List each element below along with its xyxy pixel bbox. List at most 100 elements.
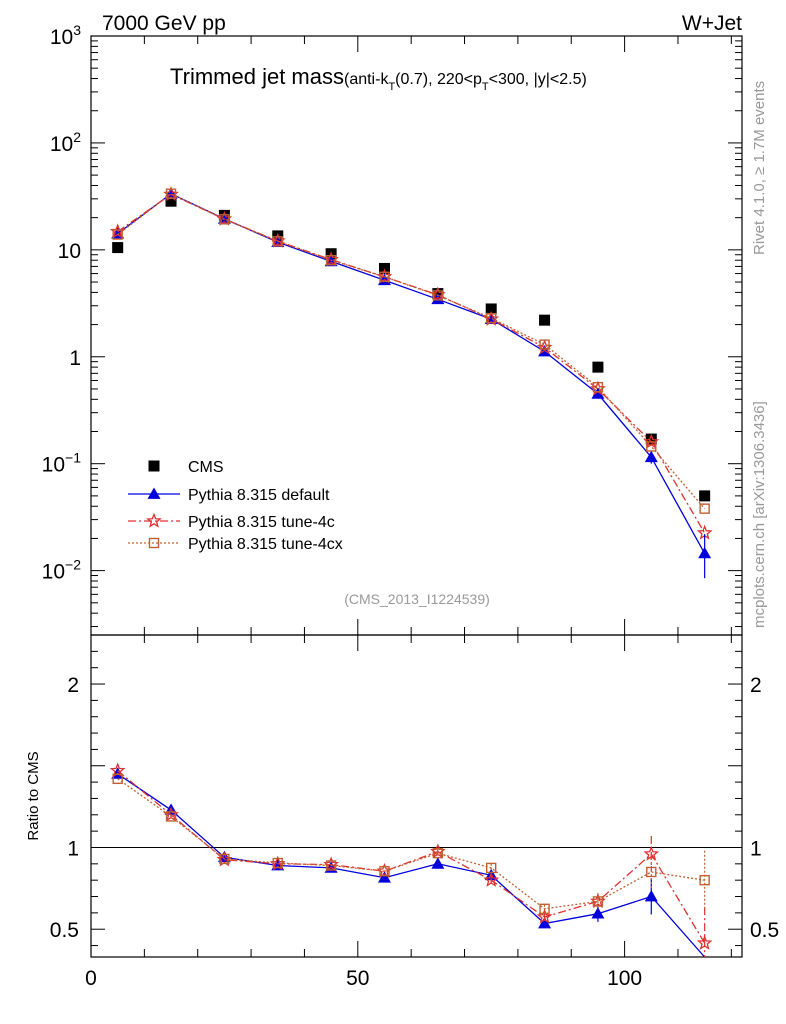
ratio-point-3 — [325, 860, 337, 871]
data-point-0 — [645, 433, 657, 445]
ratio-tick-label-left: 0.5 — [50, 919, 79, 942]
legend-label-default: Pythia 8.315 default — [188, 487, 330, 504]
legend: CMS Pythia 8.315 default Pythia 8.315 tu… — [128, 459, 343, 553]
ratio-tick-label-left: 2 — [67, 674, 79, 697]
ratio-ylabel: Ratio to CMS — [25, 751, 42, 840]
title-detail-1: (anti-k — [344, 71, 389, 88]
x-axis: 0 50 100 — [85, 36, 732, 990]
chart-title: Trimmed jet mass(anti-kT(0.7), 220<pT<30… — [170, 64, 587, 93]
legend-marker-cms — [148, 460, 160, 472]
ratio-tick-label-left: 1 — [67, 837, 79, 860]
x-tick-label: 50 — [346, 967, 369, 990]
data-point-3 — [165, 188, 177, 199]
legend-label-cms: CMS — [188, 459, 224, 476]
ratio-point-3 — [165, 811, 177, 822]
ratio-point-2 — [109, 762, 126, 778]
data-point-3 — [699, 503, 710, 514]
ratio-point-2 — [536, 908, 553, 924]
series-line-2 — [117, 193, 706, 534]
title-detail-5: <300, |y|<2.5) — [489, 71, 587, 88]
data-point-3 — [272, 236, 283, 247]
legend-marker-1 — [147, 487, 161, 499]
analysis-id: (CMS_2013_I1224539) — [344, 591, 490, 607]
ratio-point-3 — [272, 857, 283, 869]
ratio-line-1 — [117, 773, 706, 958]
side-label-bottom: mcplots.cern.ch [arXiv:1306.3436] — [751, 401, 768, 628]
y-tick-label-exp: 2 — [73, 129, 81, 145]
ratio-y-axis: 0.5 0.5 1 1 2 2 — [50, 634, 779, 947]
y-tick-label-base: 10 — [58, 240, 81, 263]
legend-marker-3 — [148, 537, 160, 549]
data-point-0 — [539, 314, 551, 326]
y-tick-label: 102 — [50, 129, 81, 156]
ratio-point-2 — [483, 871, 500, 887]
title-detail-3: (0.7), 220<p — [395, 71, 482, 88]
y-tick-label: 10 — [58, 240, 81, 263]
ratio-series — [109, 762, 713, 958]
data-point-1 — [431, 292, 445, 305]
ratio-point-2 — [643, 845, 660, 861]
ratio-point-1 — [538, 916, 552, 929]
data-point-3 — [486, 312, 497, 324]
y-tick-label-base: 10 — [42, 454, 65, 477]
ratio-point-2 — [696, 934, 713, 950]
data-point-0 — [165, 195, 177, 207]
ratio-point-3 — [379, 865, 390, 877]
ratio-tick-label-right: 1 — [750, 837, 762, 860]
y-tick-label-base: 10 — [42, 561, 65, 584]
ratio-point-3 — [539, 903, 550, 914]
data-point-3 — [325, 255, 337, 266]
y-tick-label: 1 — [69, 347, 81, 370]
data-point-3 — [112, 229, 123, 240]
data-point-0 — [592, 361, 604, 373]
ratio-point-3 — [592, 896, 604, 907]
y-tick-label-base: 10 — [50, 26, 73, 49]
ratio-point-3 — [432, 848, 444, 859]
data-point-3 — [539, 339, 550, 350]
y-tick-label: 103 — [50, 22, 81, 49]
legend-label-tune-4c: Pythia 8.315 tune-4c — [188, 514, 335, 531]
ratio-point-1 — [431, 857, 445, 869]
data-point-0 — [378, 262, 390, 274]
data-point-1 — [591, 387, 605, 399]
data-point-3 — [592, 381, 604, 393]
ratio-point-1 — [377, 871, 391, 883]
x-tick-label: 100 — [607, 967, 642, 990]
title-detail-2: T — [388, 81, 395, 93]
ratio-point-1 — [644, 890, 658, 902]
data-point-2 — [643, 433, 660, 449]
header-right: W+Jet — [682, 12, 742, 35]
y-tick-label-base: 10 — [50, 133, 73, 156]
y-tick-label: 10−2 — [42, 557, 82, 584]
header-left: 7000 GeV pp — [102, 12, 226, 35]
ratio-point-3 — [112, 773, 123, 785]
y-tick-label-exp: −1 — [65, 450, 81, 466]
ratio-point-3 — [219, 853, 230, 865]
legend-marker-2 — [146, 512, 162, 528]
data-point-0 — [112, 242, 124, 254]
data-point-0 — [699, 490, 711, 502]
data-point-3 — [646, 441, 657, 452]
ratio-tick-label-right: 2 — [750, 674, 762, 697]
side-label-top: Rivet 4.1.0, ≥ 1.7M events — [751, 81, 768, 255]
data-point-0 — [485, 303, 497, 315]
y-tick-label-base: 1 — [69, 347, 81, 370]
title-detail-4: T — [482, 81, 489, 93]
series-line-3 — [117, 192, 706, 510]
top-series — [109, 186, 713, 579]
ratio-point-3 — [646, 866, 657, 878]
x-tick-label: 0 — [85, 967, 97, 990]
ratio-panel-frame — [90, 634, 743, 958]
ratio-tick-label-right: 0.5 — [750, 919, 779, 942]
ratio-line-2 — [117, 770, 706, 944]
y-tick-label: 10−1 — [42, 450, 82, 477]
ratio-point-3 — [486, 862, 497, 874]
data-point-3 — [219, 214, 230, 225]
title-main: Trimmed jet mass — [170, 64, 344, 89]
ratio-point-3 — [699, 874, 710, 886]
y-tick-label-exp: −2 — [65, 557, 81, 573]
data-point-3 — [379, 271, 390, 282]
y-tick-label-exp: 3 — [73, 22, 81, 38]
